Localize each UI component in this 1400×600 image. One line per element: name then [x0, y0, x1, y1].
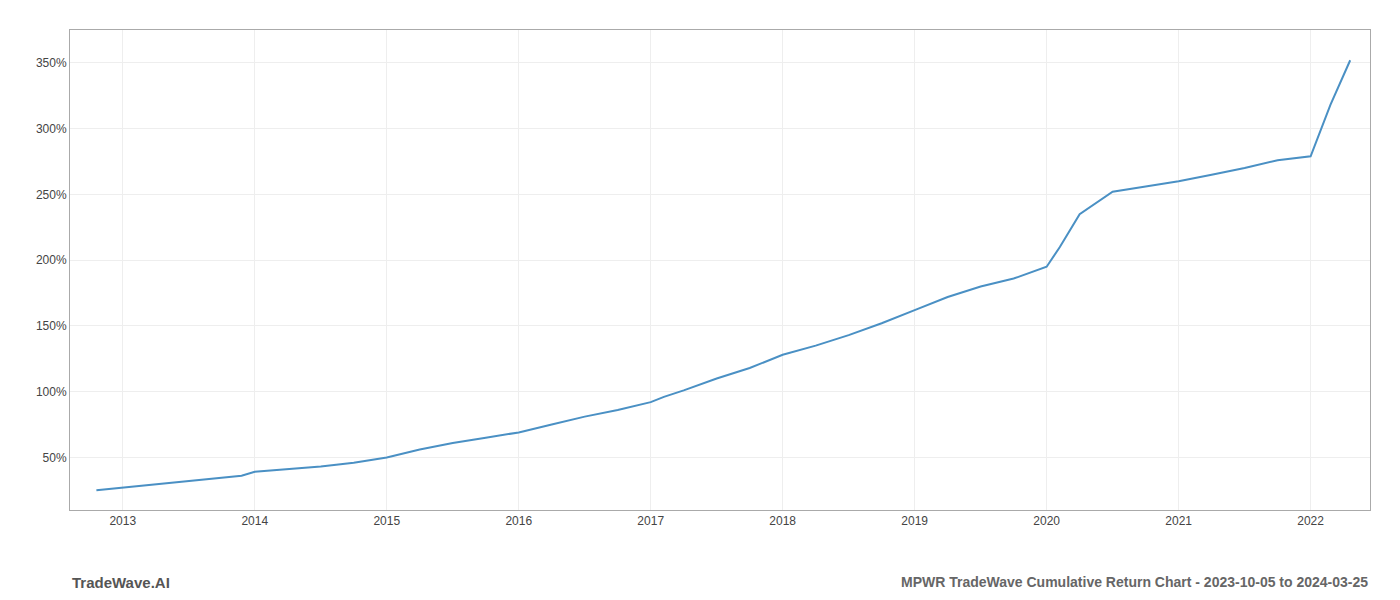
svg-text:50%: 50%: [43, 451, 67, 465]
svg-text:2019: 2019: [901, 514, 928, 528]
svg-text:2021: 2021: [1165, 514, 1192, 528]
svg-text:2017: 2017: [637, 514, 664, 528]
svg-text:2016: 2016: [505, 514, 532, 528]
svg-text:MPWR TradeWave Cumulative Retu: MPWR TradeWave Cumulative Return Chart -…: [901, 574, 1368, 590]
svg-text:2013: 2013: [109, 514, 136, 528]
svg-text:300%: 300%: [36, 122, 67, 136]
svg-text:2022: 2022: [1297, 514, 1324, 528]
svg-text:TradeWave.AI: TradeWave.AI: [72, 574, 170, 591]
svg-text:150%: 150%: [36, 319, 67, 333]
svg-text:200%: 200%: [36, 253, 67, 267]
svg-text:2014: 2014: [241, 514, 268, 528]
svg-text:2015: 2015: [373, 514, 400, 528]
svg-text:2018: 2018: [769, 514, 796, 528]
svg-text:100%: 100%: [36, 385, 67, 399]
svg-text:2020: 2020: [1033, 514, 1060, 528]
svg-text:250%: 250%: [36, 188, 67, 202]
svg-text:350%: 350%: [36, 56, 67, 70]
